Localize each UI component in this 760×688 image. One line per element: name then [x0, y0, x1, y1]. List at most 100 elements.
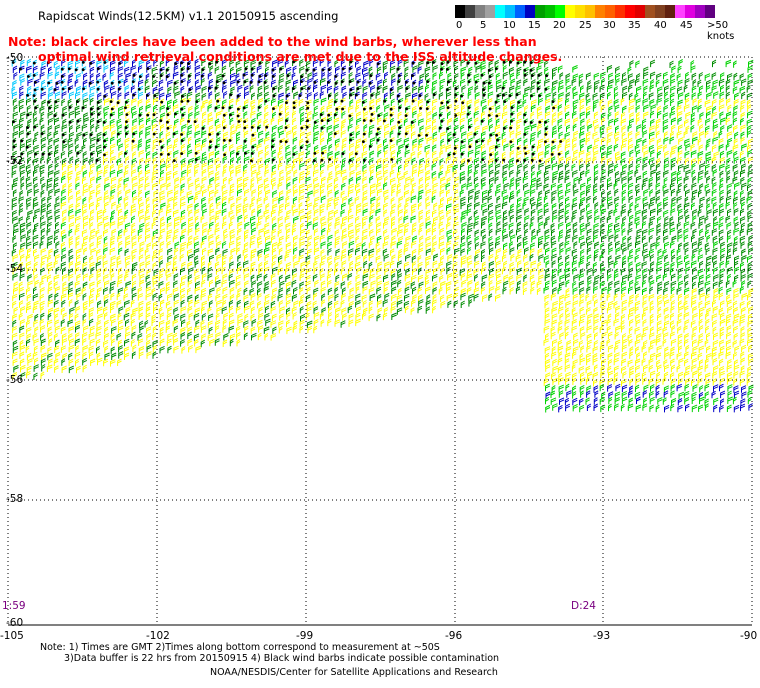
wind-barb [587, 80, 592, 88]
wind-barb [376, 104, 381, 113]
wind-barb [509, 280, 515, 288]
contamination-dot [447, 153, 451, 157]
wind-barb [209, 254, 215, 263]
wind-barb [361, 150, 368, 159]
wind-barb [103, 65, 109, 73]
wind-barb [473, 169, 479, 178]
wind-barb [167, 345, 172, 354]
wind-barb [96, 279, 101, 288]
wind-barb [733, 150, 738, 159]
wind-barb [271, 98, 276, 106]
wind-barb [593, 188, 598, 197]
wind-barb [390, 196, 395, 205]
wind-barb [47, 195, 52, 204]
wind-barb [537, 111, 543, 119]
wind-barb [432, 118, 437, 127]
wind-barb [306, 221, 312, 229]
wind-barb [257, 118, 262, 127]
wind-barb [286, 188, 292, 197]
wind-barb [664, 241, 670, 250]
wind-barb [130, 312, 136, 320]
wind-barb [622, 105, 627, 113]
wind-barb [397, 111, 402, 120]
wind-barb [320, 195, 326, 203]
wind-barb [517, 196, 522, 205]
contamination-dot [495, 145, 498, 149]
wind-barb [54, 71, 60, 79]
wind-barb [251, 280, 257, 288]
wind-barb [13, 306, 18, 315]
wind-barb [117, 92, 122, 100]
wind-barb [229, 183, 235, 191]
contamination-dot [354, 152, 358, 156]
wind-barb [312, 273, 318, 282]
wind-barb [321, 221, 327, 229]
wind-barb [642, 221, 647, 229]
wind-barb [27, 78, 33, 87]
wind-barb [181, 319, 186, 327]
wind-barb [74, 105, 80, 113]
contamination-dot [61, 87, 65, 91]
wind-barb [670, 162, 676, 171]
wind-barb [300, 228, 306, 237]
wind-barb [160, 202, 166, 210]
wind-barb [265, 66, 270, 74]
wind-barb [68, 73, 74, 81]
wind-barb [649, 125, 655, 133]
wind-barb [440, 176, 446, 184]
wind-barb [272, 266, 278, 275]
wind-barb [306, 306, 312, 314]
wind-barb [650, 59, 656, 68]
wind-barb [33, 176, 38, 184]
wind-barb [636, 268, 641, 276]
wind-barb [47, 221, 52, 230]
wind-barb [12, 339, 18, 348]
contamination-dot [398, 126, 402, 130]
wind-barb [139, 261, 145, 269]
wind-barb [383, 182, 388, 190]
wind-barb [467, 240, 472, 249]
wind-barb [340, 209, 345, 217]
wind-barb [131, 254, 136, 262]
wind-barb [237, 221, 243, 229]
wind-barb [33, 286, 37, 294]
contamination-dot [412, 81, 416, 85]
wind-barb [90, 228, 96, 237]
wind-barb [180, 201, 186, 210]
wind-barb [691, 332, 696, 341]
wind-barb [250, 274, 255, 282]
contamination-dot [306, 101, 310, 105]
wind-barb [82, 79, 88, 87]
wind-barb [467, 169, 473, 177]
wind-barb [580, 118, 585, 126]
wind-barb [586, 333, 592, 341]
wind-barb [328, 260, 333, 269]
wind-barb [123, 183, 128, 191]
wind-barb [657, 216, 662, 224]
wind-barb [599, 84, 605, 93]
wind-barb [138, 234, 143, 243]
wind-barb [299, 175, 305, 184]
wind-barb [27, 358, 33, 366]
wind-barb [678, 137, 684, 145]
wind-barb [131, 98, 137, 106]
wind-barb [116, 300, 122, 308]
wind-barb [264, 253, 270, 262]
contamination-dot [447, 139, 451, 142]
wind-barb [748, 59, 754, 68]
wind-barb [40, 169, 45, 177]
wind-barb [334, 59, 339, 68]
wind-barb [657, 300, 663, 308]
wind-barb [593, 170, 599, 178]
wind-barb [572, 73, 579, 81]
wind-barb [369, 58, 374, 67]
wind-barb [662, 273, 668, 281]
wind-barb [236, 195, 242, 204]
wind-barb [215, 293, 221, 302]
wind-barb [61, 299, 66, 308]
wind-barb [733, 79, 740, 88]
wind-barb [271, 235, 276, 243]
wind-barb [489, 144, 495, 153]
wind-barb [327, 318, 332, 327]
wind-barb [90, 287, 95, 296]
